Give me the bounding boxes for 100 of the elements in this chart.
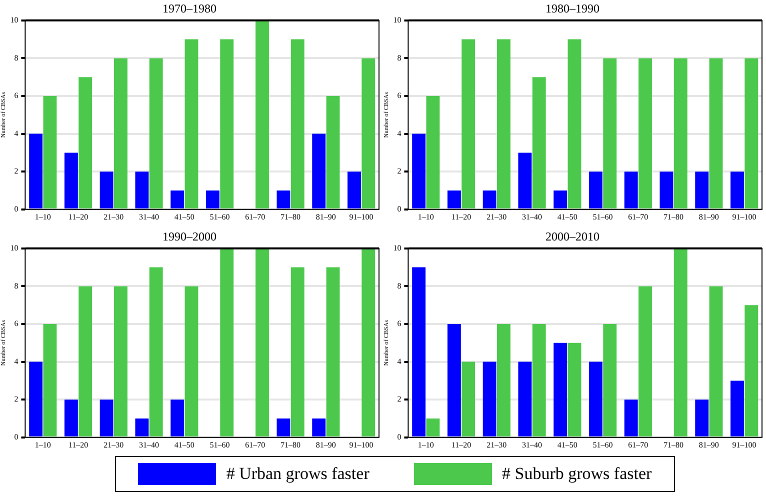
x-tick-label: 61–70	[628, 212, 648, 222]
bar	[206, 190, 220, 208]
bar	[276, 418, 290, 436]
bar	[497, 324, 510, 436]
x-tick-label: 71–80	[664, 440, 684, 450]
y-tick-label: 4	[397, 128, 402, 138]
bar	[497, 39, 510, 208]
x-tick-label: 11–20	[68, 440, 88, 450]
bar	[64, 152, 78, 208]
x-tick-label: 91–100	[349, 440, 374, 450]
bar	[220, 248, 234, 436]
bar	[532, 324, 546, 436]
bar	[135, 172, 149, 208]
bar	[660, 172, 674, 208]
bar	[532, 77, 546, 208]
x-tick-label: 41–50	[557, 212, 578, 222]
bar	[312, 418, 326, 436]
x-tick-label: 61–70	[245, 440, 266, 450]
y-tick-label: 6	[14, 91, 18, 100]
bar	[603, 58, 617, 208]
x-tick-label: 41–50	[174, 212, 194, 222]
x-tick-label: 51–60	[592, 212, 613, 222]
bar	[114, 286, 128, 436]
bar	[518, 362, 532, 436]
x-tick-label: 51–60	[592, 440, 613, 450]
x-tick-label: 91–100	[732, 440, 756, 450]
y-tick-label: 8	[397, 53, 402, 62]
x-tick-label: 1–10	[418, 440, 434, 450]
chart-title: 1970–1980	[162, 1, 216, 16]
bar	[568, 39, 582, 208]
bar	[695, 172, 709, 208]
x-tick-label: 41–50	[174, 440, 194, 450]
y-tick-label: 10	[10, 15, 18, 24]
bar	[149, 58, 163, 208]
bar	[709, 286, 723, 436]
bar	[447, 190, 461, 208]
y-tick-label: 6	[397, 319, 402, 328]
bar	[29, 134, 43, 208]
x-tick-label: 61–70	[628, 440, 648, 450]
bar	[412, 267, 426, 436]
y-tick-label: 4	[14, 356, 18, 366]
x-tick-label: 81–90	[316, 212, 336, 222]
bar	[290, 267, 304, 436]
bar	[695, 400, 709, 436]
x-tick-label: 11–20	[451, 440, 472, 450]
bar	[64, 400, 78, 436]
bar	[184, 286, 198, 436]
x-tick-label: 71–80	[280, 212, 301, 222]
y-tick-label: 8	[14, 53, 18, 62]
bar	[29, 362, 43, 436]
bar	[326, 96, 340, 208]
bar	[518, 152, 532, 208]
bar	[744, 58, 758, 208]
x-tick-label: 51–60	[210, 212, 230, 222]
x-tick-label: 81–90	[698, 440, 719, 450]
x-tick-label: 1–10	[34, 212, 51, 222]
x-tick-label: 51–60	[210, 440, 230, 450]
bar	[290, 39, 304, 208]
bar	[554, 342, 568, 436]
y-tick-label: 2	[14, 166, 18, 176]
y-tick-label: 0	[397, 204, 402, 214]
bar	[170, 400, 184, 436]
x-tick-label: 21–30	[486, 212, 507, 222]
bar	[482, 362, 496, 436]
bar	[603, 324, 617, 436]
x-tick-label: 21–30	[104, 212, 124, 222]
chart-title: 1980–1990	[546, 1, 600, 16]
x-tick-label: 91–100	[349, 212, 374, 222]
x-tick-label: 31–40	[139, 212, 160, 222]
y-tick-label: 6	[397, 91, 402, 100]
bar	[256, 20, 269, 208]
bar	[426, 418, 440, 436]
x-tick-label: 21–30	[104, 440, 124, 450]
y-tick-label: 6	[14, 319, 18, 328]
x-tick-label: 31–40	[522, 212, 542, 222]
bar	[554, 190, 568, 208]
bar	[100, 400, 114, 436]
bar	[482, 190, 496, 208]
bar	[588, 362, 602, 436]
x-tick-label: 71–80	[664, 212, 684, 222]
bar	[78, 286, 92, 436]
bar	[462, 362, 476, 436]
y-tick-label: 10	[10, 243, 18, 252]
bar	[170, 190, 184, 208]
x-tick-label: 21–30	[486, 440, 507, 450]
y-tick-label: 4	[14, 128, 18, 138]
bar	[43, 96, 57, 208]
y-tick-label: 2	[397, 394, 402, 404]
x-tick-label: 31–40	[139, 440, 160, 450]
bar	[744, 305, 758, 436]
x-tick-label: 71–80	[280, 440, 301, 450]
x-tick-label: 81–90	[316, 440, 336, 450]
x-tick-label: 61–70	[245, 212, 266, 222]
y-tick-label: 4	[397, 356, 402, 366]
y-tick-label: 0	[14, 204, 18, 214]
bar	[100, 172, 114, 208]
y-tick-label: 2	[397, 166, 402, 176]
bar	[638, 286, 652, 436]
x-tick-label: 91–100	[732, 212, 756, 222]
bar	[276, 190, 290, 208]
